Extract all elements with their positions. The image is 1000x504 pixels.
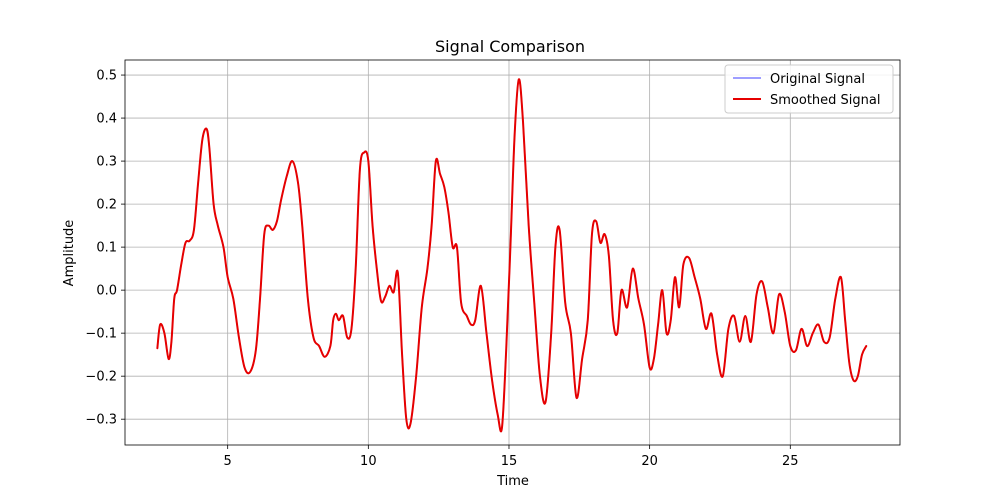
y-tick-label: −0.2 (85, 370, 117, 385)
y-axis: −0.3 −0.2 −0.1 0.0 0.1 0.2 0.3 0.4 0.5 (85, 69, 125, 428)
x-tick-label: 15 (501, 454, 518, 469)
x-tick-label: 5 (224, 454, 232, 469)
y-tick-label: 0.2 (96, 198, 117, 213)
plot-frame (124, 59, 901, 446)
y-axis-label: Amplitude (62, 220, 77, 287)
legend-label-original-signal: Original Signal (770, 72, 865, 87)
y-tick-label: −0.1 (85, 327, 117, 342)
y-tick-label: 0.4 (96, 112, 117, 127)
legend-label-smoothed-signal: Smoothed Signal (770, 93, 880, 108)
y-tick-label: −0.3 (85, 413, 117, 428)
legend-box (724, 64, 894, 114)
legend: Original Signal Smoothed Signal (724, 64, 894, 114)
y-tick-label: 0.1 (96, 241, 117, 256)
y-tick-label: 0.3 (96, 155, 117, 170)
x-axis: 5 10 15 20 25 (224, 445, 799, 469)
chart-title: Signal Comparison (435, 37, 585, 56)
y-tick-label: 0.0 (96, 284, 117, 299)
y-tick-label: 0.5 (96, 69, 117, 84)
x-tick-label: 20 (641, 454, 658, 469)
x-tick-label: 25 (782, 454, 799, 469)
x-tick-label: 10 (360, 454, 377, 469)
smoothed-signal-line (156, 78, 868, 433)
x-axis-label: Time (496, 474, 529, 489)
series-layer (156, 78, 868, 433)
